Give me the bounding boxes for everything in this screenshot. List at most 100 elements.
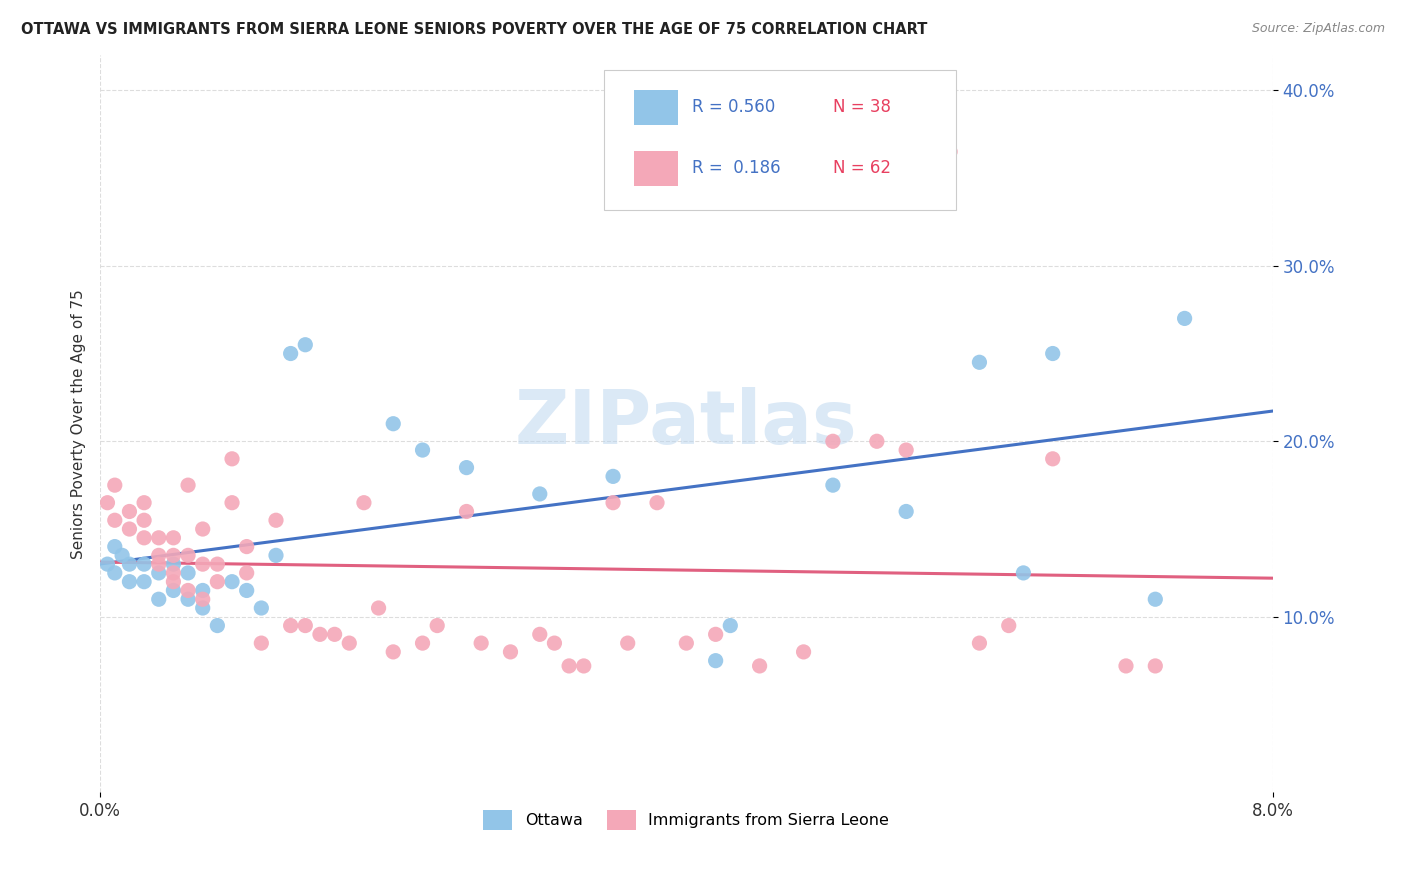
Point <box>221 574 243 589</box>
Point <box>264 549 287 563</box>
Point <box>207 618 229 632</box>
Point <box>1115 659 1137 673</box>
Point <box>997 618 1019 632</box>
Point <box>221 496 243 510</box>
Point <box>207 574 229 589</box>
Point <box>235 540 257 554</box>
Point <box>207 557 229 571</box>
Point <box>118 522 141 536</box>
Point <box>1144 659 1167 673</box>
Legend: Ottawa, Immigrants from Sierra Leone: Ottawa, Immigrants from Sierra Leone <box>477 804 896 836</box>
Point <box>894 504 917 518</box>
Point <box>280 618 302 632</box>
Point <box>177 478 200 492</box>
Point <box>793 645 815 659</box>
Point <box>294 337 316 351</box>
Point <box>456 460 478 475</box>
Y-axis label: Seniors Poverty Over the Age of 75: Seniors Poverty Over the Age of 75 <box>72 289 86 558</box>
Point <box>191 522 214 536</box>
Point <box>191 601 214 615</box>
Point <box>969 636 991 650</box>
Point <box>177 566 200 580</box>
Point <box>866 434 889 449</box>
Point <box>148 557 170 571</box>
Text: R = 0.560: R = 0.560 <box>692 98 776 116</box>
Point <box>748 659 770 673</box>
Point <box>177 592 200 607</box>
Point <box>529 627 551 641</box>
Point <box>1012 566 1035 580</box>
Point <box>382 417 405 431</box>
Point <box>323 627 346 641</box>
Point <box>148 566 170 580</box>
Point <box>426 618 449 632</box>
Point <box>191 557 214 571</box>
Point <box>529 487 551 501</box>
Point <box>616 636 638 650</box>
FancyBboxPatch shape <box>634 90 678 125</box>
Point <box>280 346 302 360</box>
Point <box>104 566 127 580</box>
Point <box>235 583 257 598</box>
Point <box>132 557 155 571</box>
Point <box>162 566 184 580</box>
Point <box>111 549 134 563</box>
Text: R =  0.186: R = 0.186 <box>692 159 780 177</box>
Point <box>602 469 624 483</box>
Point <box>162 531 184 545</box>
Point <box>132 513 155 527</box>
Point <box>132 574 155 589</box>
Point <box>367 601 389 615</box>
FancyBboxPatch shape <box>634 151 678 186</box>
Point <box>104 540 127 554</box>
Point <box>631 153 654 168</box>
Point <box>470 636 492 650</box>
Point <box>162 574 184 589</box>
Point <box>675 636 697 650</box>
Text: OTTAWA VS IMMIGRANTS FROM SIERRA LEONE SENIORS POVERTY OVER THE AGE OF 75 CORREL: OTTAWA VS IMMIGRANTS FROM SIERRA LEONE S… <box>21 22 928 37</box>
Point <box>104 478 127 492</box>
Point <box>264 513 287 527</box>
Point <box>96 557 118 571</box>
Point <box>148 592 170 607</box>
Point <box>969 355 991 369</box>
Point <box>250 601 273 615</box>
Point <box>148 531 170 545</box>
Point <box>499 645 522 659</box>
Point <box>294 618 316 632</box>
Point <box>704 627 727 641</box>
Point <box>162 557 184 571</box>
Point <box>543 636 565 650</box>
Point <box>177 549 200 563</box>
Text: N = 62: N = 62 <box>832 159 891 177</box>
Point <box>235 566 257 580</box>
Point <box>191 592 214 607</box>
Point <box>221 451 243 466</box>
Text: N = 38: N = 38 <box>832 98 891 116</box>
Point <box>162 549 184 563</box>
Point <box>162 583 184 598</box>
Point <box>645 496 668 510</box>
Text: ZIPatlas: ZIPatlas <box>515 387 858 460</box>
Point <box>1144 592 1167 607</box>
Point <box>704 654 727 668</box>
Point <box>1042 346 1064 360</box>
Point <box>412 443 434 458</box>
Point <box>132 531 155 545</box>
Point <box>118 557 141 571</box>
Point <box>939 145 962 159</box>
Point <box>191 583 214 598</box>
Point <box>104 513 127 527</box>
Point <box>412 636 434 650</box>
Point <box>118 574 141 589</box>
Point <box>1042 451 1064 466</box>
Point <box>337 636 360 650</box>
Point <box>894 443 917 458</box>
Point <box>572 659 595 673</box>
Point <box>148 549 170 563</box>
Point <box>821 434 844 449</box>
FancyBboxPatch shape <box>605 70 956 210</box>
Text: Source: ZipAtlas.com: Source: ZipAtlas.com <box>1251 22 1385 36</box>
Point <box>118 504 141 518</box>
Point <box>558 659 581 673</box>
